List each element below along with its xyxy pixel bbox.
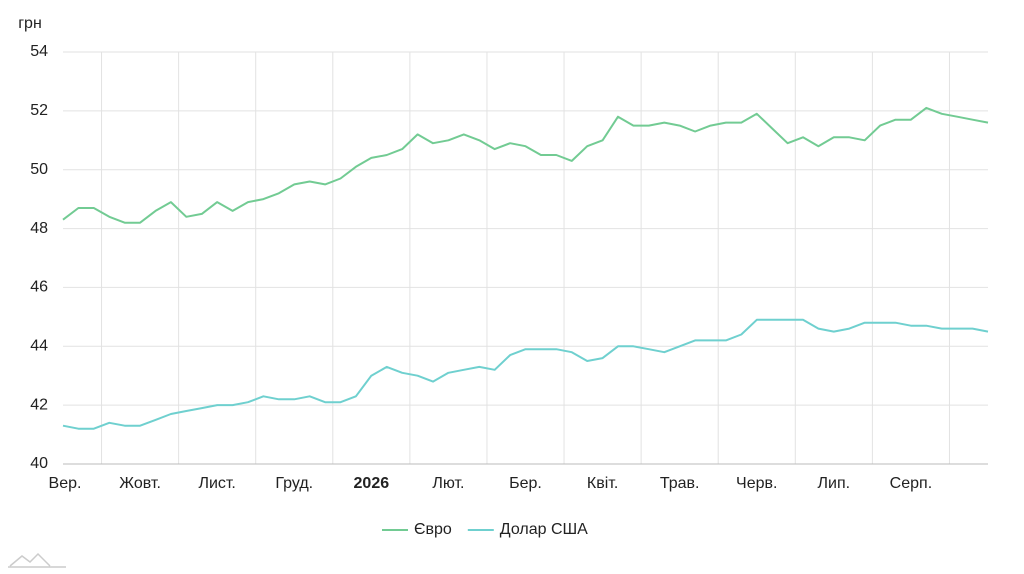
x-tick-label: Черв. [736, 475, 777, 492]
x-tick-label: Жовт. [119, 475, 161, 492]
y-tick-label: 54 [30, 43, 48, 60]
y-tick-label: 52 [30, 102, 48, 119]
x-tick-label: Бер. [509, 475, 542, 492]
x-tick-label: Лют. [432, 475, 464, 492]
x-tick-label: Трав. [660, 475, 700, 492]
x-tick-label: Квіт. [587, 475, 618, 492]
series-line [62, 106, 989, 224]
x-tick-label: Лип. [818, 475, 851, 492]
legend-label: Долар США [500, 521, 588, 538]
x-tick-label: Лист. [198, 475, 235, 492]
y-axis-label: грн [18, 15, 42, 32]
y-tick-label: 42 [30, 396, 48, 413]
x-tick-label: Серп. [890, 475, 932, 492]
y-tick-label: 44 [30, 338, 48, 355]
x-tick-label: Вер. [49, 475, 82, 492]
series-line [62, 318, 989, 430]
y-tick-label: 46 [30, 279, 48, 296]
y-tick-label: 48 [30, 220, 48, 237]
logo [8, 552, 66, 568]
y-tick-label: 40 [30, 455, 48, 472]
legend-label: Євро [414, 521, 452, 538]
x-tick-label: Груд. [275, 475, 313, 492]
y-tick-label: 50 [30, 161, 48, 178]
x-tick-label: 2026 [354, 475, 390, 492]
